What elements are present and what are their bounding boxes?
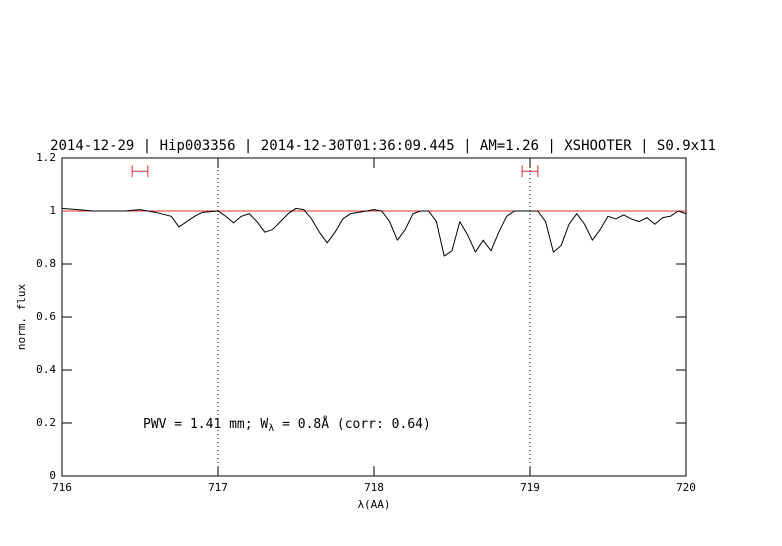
y-tick-label: 0.4 <box>36 363 56 376</box>
x-tick-label: 716 <box>52 481 72 494</box>
y-axis-label: norm. flux <box>15 284 28 351</box>
y-tick-label: 0.2 <box>36 416 56 429</box>
y-tick-label: 0.6 <box>36 310 56 323</box>
annotation: PWV = 1.41 mm; Wλ = 0.8Å (corr: 0.64) <box>143 416 431 435</box>
continuum-window <box>131 165 149 178</box>
continuum-window <box>521 165 539 178</box>
x-tick-label: 718 <box>364 481 384 494</box>
x-tick-label: 720 <box>676 481 696 494</box>
annotation-subscript: λ <box>268 423 274 434</box>
y-tick-label: 1 <box>49 204 56 217</box>
spectrum-line <box>61 207 687 257</box>
x-tick-label: 717 <box>208 481 228 494</box>
chart-title: 2014-12-29 | Hip003356 | 2014-12-30T01:3… <box>50 138 716 154</box>
y-tick-label: 0.8 <box>36 257 56 270</box>
annotation-part: = 0.8Å (corr: 0.64) <box>274 416 431 432</box>
x-axis-label: λ(AA) <box>357 498 390 511</box>
x-tick-label: 719 <box>520 481 540 494</box>
annotation-part: PWV = 1.41 mm; W <box>143 417 268 432</box>
y-tick-label: 1.2 <box>36 151 56 164</box>
y-tick-label: 0 <box>49 469 56 482</box>
